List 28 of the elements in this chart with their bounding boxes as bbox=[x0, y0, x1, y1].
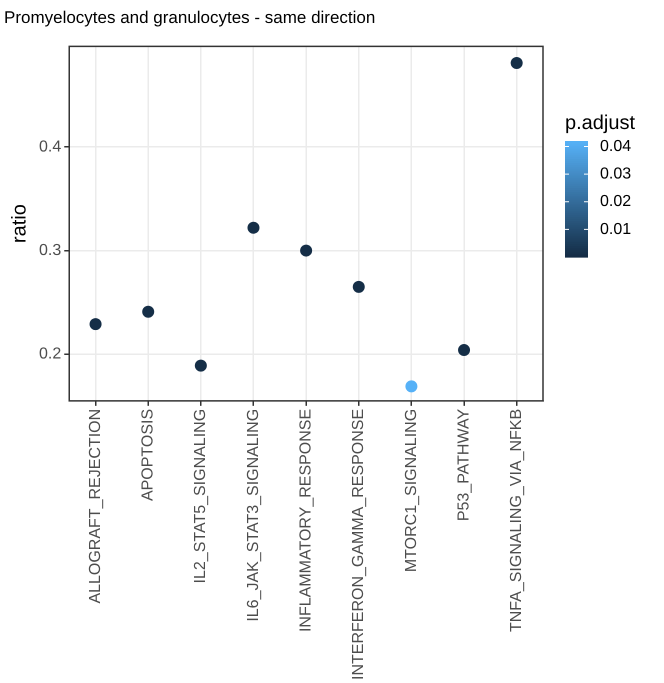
point bbox=[405, 380, 418, 392]
x-tick-label: TNFA_SIGNALING_VIA_NFKB bbox=[508, 408, 526, 632]
x-tick-label: INTERFERON_GAMMA_RESPONSE bbox=[350, 408, 368, 680]
color-bar-label: 0.04 bbox=[600, 138, 632, 155]
point bbox=[90, 318, 102, 330]
color-bar-label: 0.03 bbox=[600, 166, 632, 183]
x-tick-label: INFLAMMATORY_RESPONSE bbox=[298, 408, 315, 632]
color-bar-label: 0.01 bbox=[600, 220, 632, 238]
x-tick-label: ALLOGRAFT_REJECTION bbox=[86, 408, 104, 604]
chart-title: Promyelocytes and granulocytes - same direction bbox=[4, 8, 376, 27]
color-bar-title: p.adjust bbox=[565, 112, 636, 134]
point bbox=[510, 56, 523, 69]
color-bar-label: 0.02 bbox=[600, 193, 632, 210]
x-tick-label: P53_PATHWAY bbox=[455, 408, 472, 522]
x-tick-label: IL6_JAK_STAT3_SIGNALING bbox=[244, 408, 262, 622]
point bbox=[247, 222, 260, 234]
x-tick-label: APOPTOSIS bbox=[140, 408, 157, 502]
point bbox=[142, 306, 154, 318]
point bbox=[300, 244, 312, 257]
x-tick-label: IL2_STAT5_SIGNALING bbox=[192, 408, 210, 584]
y-tick-label: 0.2 bbox=[38, 346, 62, 363]
point bbox=[458, 344, 470, 356]
y-tick-label: 0.3 bbox=[38, 242, 62, 259]
y-tick-label: 0.4 bbox=[38, 138, 62, 156]
y-axis-title: ratio bbox=[8, 204, 31, 244]
x-tick-label: MTORC1_SIGNALING bbox=[402, 408, 420, 572]
point bbox=[194, 360, 207, 372]
point bbox=[352, 280, 365, 293]
